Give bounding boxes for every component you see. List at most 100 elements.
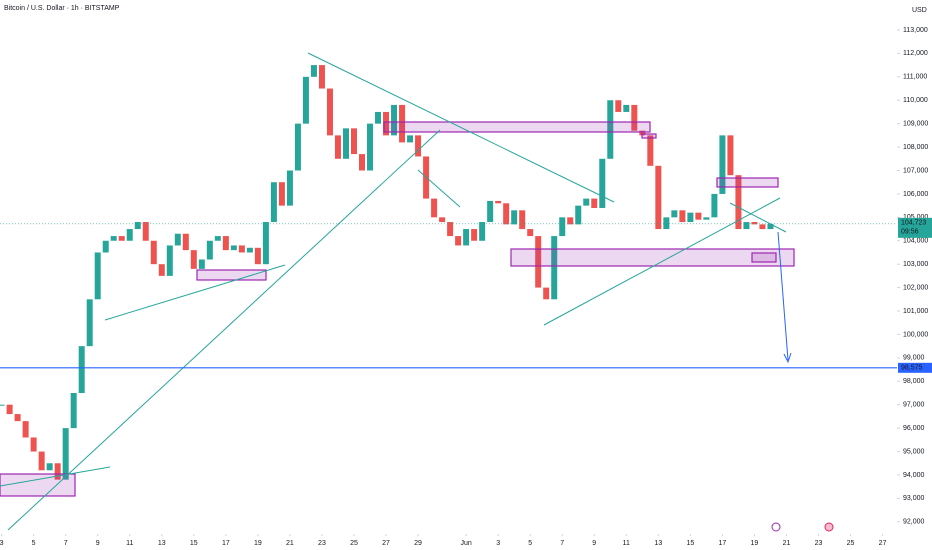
chart-title: Bitcoin / U.S. Dollar · 1h · BITSTAMP: [4, 5, 120, 12]
x-tick-label: 5: [528, 540, 532, 547]
candle: [350, 128, 357, 155]
candle: [310, 65, 317, 77]
candle: [623, 104, 630, 112]
candle: [342, 128, 349, 159]
candle: [719, 135, 726, 194]
zone: [196, 269, 267, 281]
candle: [743, 222, 750, 230]
zone: [383, 121, 651, 133]
zone: [0, 473, 76, 497]
x-tick-label: 23: [318, 540, 326, 547]
x-tick-label: 13: [158, 540, 166, 547]
last-price-badge: [898, 217, 932, 238]
y-tick-label: 110,000: [903, 97, 928, 104]
candle: [583, 198, 590, 206]
price-layer: [0, 65, 774, 480]
candle: [679, 210, 686, 223]
candle: [615, 100, 622, 112]
candle: [415, 135, 422, 157]
y-tick-label: 112,000: [903, 50, 928, 57]
arrow: [777, 231, 789, 361]
candle: [230, 245, 237, 251]
y-tick-label: 98,000: [903, 378, 925, 385]
candle: [655, 165, 662, 230]
candle: [735, 175, 742, 230]
candle: [431, 198, 438, 218]
candle: [663, 217, 670, 230]
currency: USD: [912, 7, 927, 14]
candle: [54, 463, 61, 480]
trendline: [0, 466, 111, 487]
candle: [575, 205, 582, 225]
candle: [487, 200, 494, 223]
candle: [22, 421, 29, 438]
y-tick-label: 94,000: [903, 472, 925, 479]
candle: [86, 299, 93, 347]
y-tick-label: 105,000: [903, 214, 928, 221]
candle: [254, 247, 261, 265]
event-icon[interactable]: [824, 522, 834, 532]
candle: [447, 222, 454, 237]
zone: [510, 248, 795, 267]
x-tick-label: 19: [751, 540, 759, 547]
candle: [222, 236, 229, 251]
x-tick-label: 21: [286, 540, 294, 547]
candle: [711, 193, 718, 218]
drawings: [0, 52, 834, 532]
candle: [302, 76, 309, 124]
candle: [647, 135, 654, 166]
x-tick-label: 15: [190, 540, 198, 547]
candle: [238, 245, 245, 253]
candle: [78, 346, 85, 393]
x-tick-label: 5: [32, 540, 36, 547]
candle: [62, 428, 69, 480]
x-tick-label: 13: [654, 540, 662, 547]
x-tick-label: 11: [126, 540, 133, 547]
candle: [126, 229, 133, 241]
candle: [6, 404, 13, 415]
y-tick-label: 113,000: [903, 27, 928, 34]
candle: [439, 217, 446, 223]
countdown: 09:56: [901, 229, 919, 236]
candle: [391, 104, 398, 136]
candle: [759, 224, 766, 230]
y-tick-label: 107,000: [903, 167, 928, 174]
x-tick-label: 7: [64, 540, 68, 547]
candle: [30, 437, 37, 452]
candle: [278, 182, 285, 206]
candle: [519, 210, 526, 230]
y-tick-label: 101,000: [903, 308, 928, 315]
candle: [318, 65, 325, 89]
horizontal-line-label: 98,575: [901, 365, 923, 372]
y-tick-label: 109,000: [903, 121, 928, 128]
y-tick-label: 103,000: [903, 261, 928, 268]
y-tick-label: 97,000: [903, 402, 925, 409]
candle: [471, 229, 478, 241]
y-tick-label: 93,000: [903, 495, 925, 502]
y-tick-label: 99,000: [903, 355, 925, 362]
candle: [543, 287, 550, 300]
trendline: [7, 129, 441, 531]
candle: [631, 104, 638, 131]
candle: [102, 240, 109, 253]
x-tick-label: Jun: [460, 540, 471, 547]
candle: [46, 463, 53, 471]
candle: [495, 200, 502, 204]
candle: [190, 250, 197, 269]
candle: [142, 222, 149, 241]
candle: [270, 182, 277, 223]
candle: [286, 170, 293, 206]
candle: [294, 123, 301, 171]
x-tick-label: 29: [414, 540, 422, 547]
event-icon[interactable]: [771, 522, 781, 532]
candle: [262, 222, 269, 265]
zone: [751, 252, 777, 263]
trendline: [417, 169, 461, 208]
y-tick-label: 100,000: [903, 331, 928, 338]
x-tick-label: 3: [0, 540, 4, 547]
x-tick-label: 25: [350, 540, 358, 547]
candle: [359, 154, 366, 171]
candle: [639, 130, 646, 136]
x-tick-label: 27: [382, 540, 390, 547]
